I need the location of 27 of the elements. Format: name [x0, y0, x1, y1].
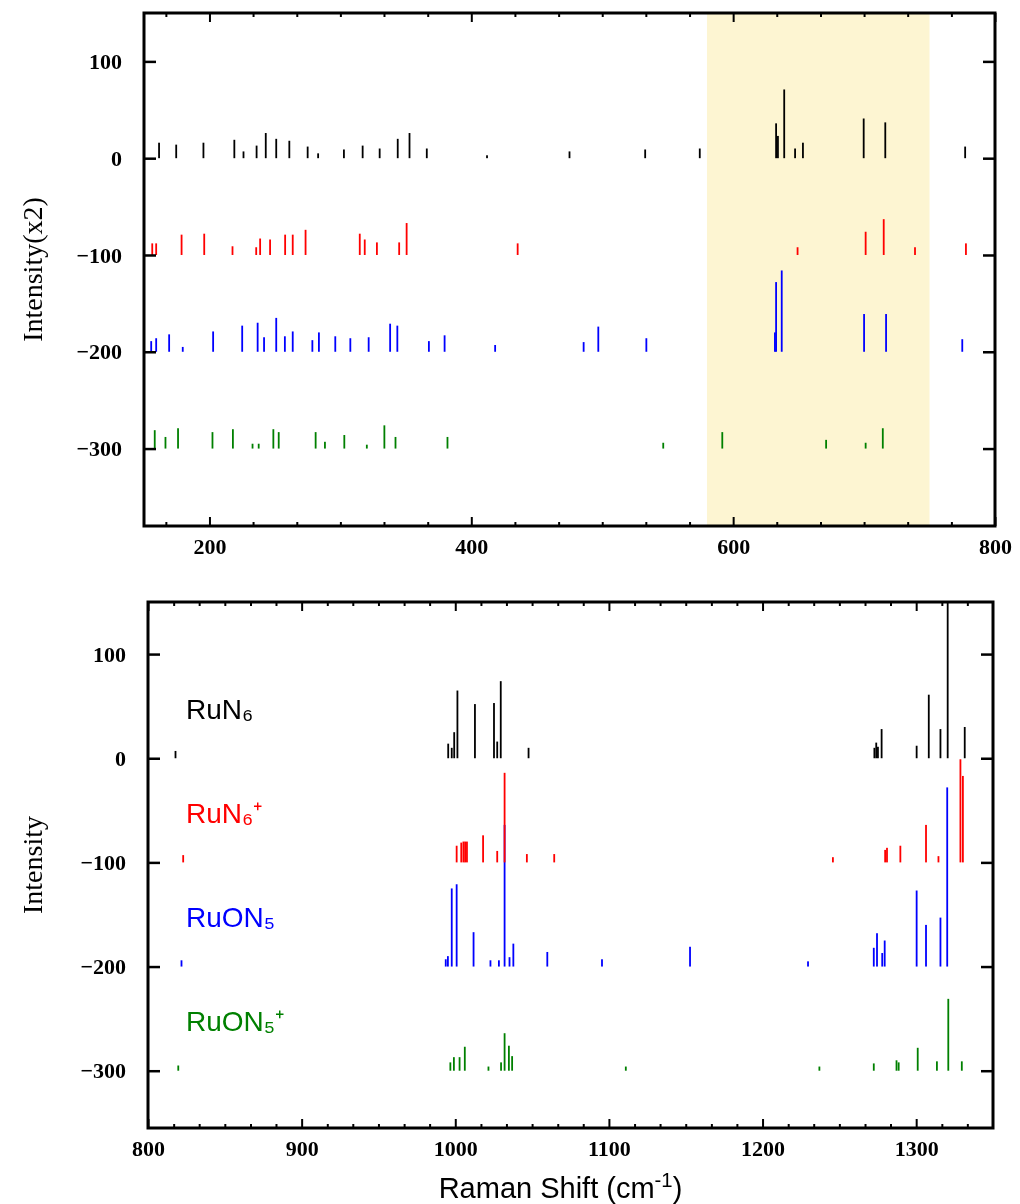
x-tick-label: 1200	[741, 1135, 786, 1161]
series-label: RuN₆	[186, 693, 254, 725]
series-label: RuN₆⁺	[186, 797, 263, 829]
x-tick-label: 1000	[433, 1135, 478, 1161]
x-tick-label: 200	[193, 533, 227, 559]
x-tick-label: 400	[455, 533, 489, 559]
x-tick-label: 800	[132, 1135, 165, 1161]
x-axis-title: Raman Shift (cm$^{-1}$)	[438, 1169, 683, 1204]
y-axis-title: Intensity(x2)	[17, 197, 48, 342]
y-tick-label: 0	[115, 745, 126, 771]
y-tick-label: 100	[93, 641, 126, 667]
x-tick-label: 600	[717, 533, 751, 559]
y-tick-label: −200	[76, 339, 122, 365]
y-tick-label: −300	[80, 1058, 126, 1084]
x-tick-label: 800	[979, 533, 1012, 559]
y-tick-label: −200	[80, 954, 126, 980]
y-axis-title: Intensity	[17, 816, 48, 914]
x-tick-label: 1300	[894, 1135, 939, 1161]
x-tick-label: 1100	[588, 1135, 631, 1161]
y-tick-label: −100	[80, 849, 126, 875]
series-label: RuON₅⁺	[186, 1006, 285, 1038]
y-tick-label: −300	[76, 436, 122, 462]
y-tick-label: 100	[89, 48, 122, 74]
series-label: RuON₅	[186, 901, 276, 933]
y-tick-label: −100	[76, 242, 122, 268]
x-tick-label: 900	[285, 1135, 319, 1161]
y-tick-label: 0	[111, 145, 122, 171]
